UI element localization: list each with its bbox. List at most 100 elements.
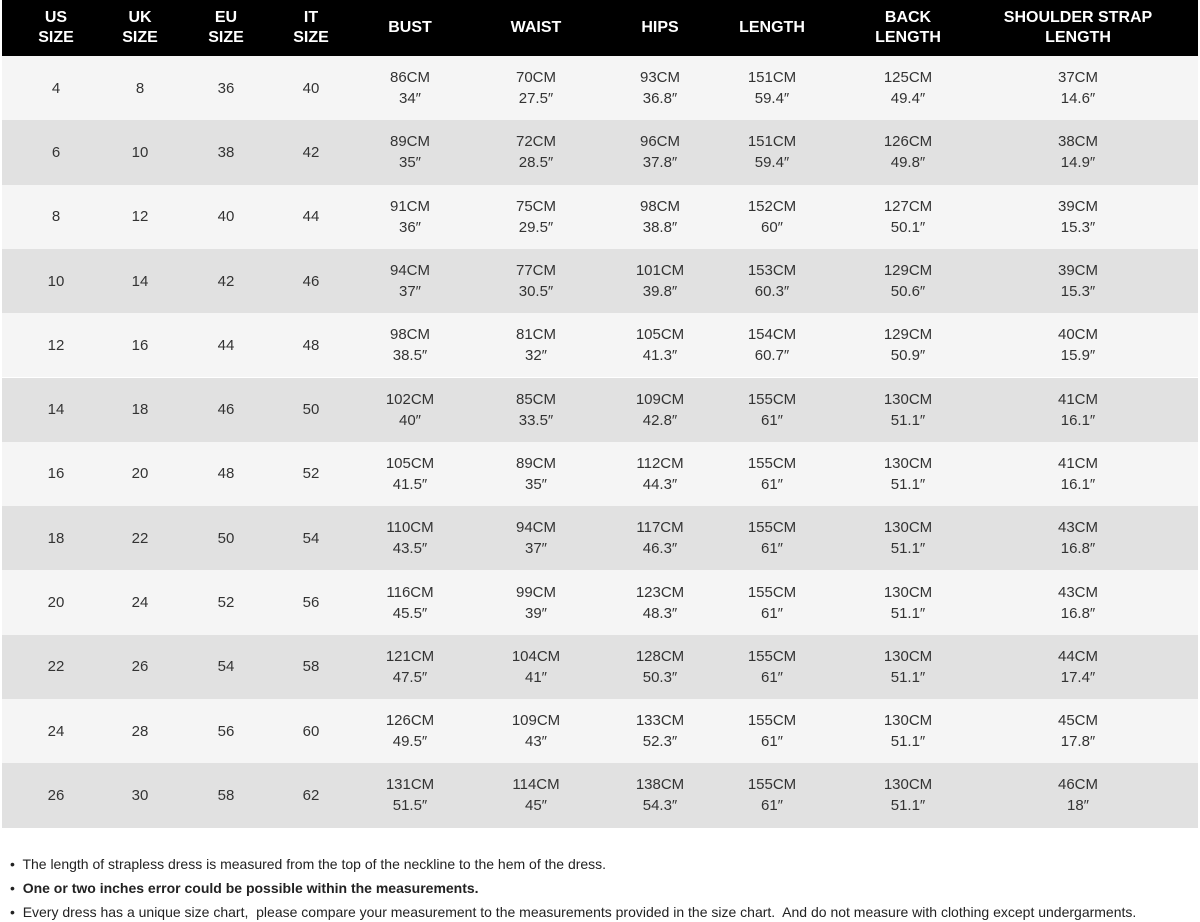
cell-text: 101CM (635, 262, 685, 280)
cell-text: 151CM (747, 133, 797, 151)
table-cell: 37CM 14.6″ (998, 56, 1158, 120)
header-text: HIPS (641, 19, 679, 36)
cell-text: 42 (302, 143, 320, 161)
cell-text: 16 (131, 336, 149, 354)
cell-text: 39CM (1057, 262, 1098, 280)
table-cell: 155CM 61″ (692, 699, 852, 763)
cell-text: 61″ (761, 733, 783, 751)
table-cell: 39CM 15.3″ (998, 185, 1158, 249)
cell-text: 26 (131, 658, 149, 676)
cell-text: 130CM (883, 712, 933, 730)
cell-text: 15.9″ (1060, 347, 1096, 365)
cell-text: 77CM (515, 262, 556, 280)
table-cell: 60 (231, 699, 391, 763)
cell-text: 51.1″ (890, 733, 926, 751)
table-cell: 89CM 35″ (456, 442, 616, 506)
table-cell: 109CM 43″ (456, 699, 616, 763)
cell-text: 41CM (1057, 390, 1098, 408)
cell-text: 52.3″ (642, 733, 678, 751)
table-cell: 44 (146, 313, 306, 377)
cell-text: 48.3″ (642, 604, 678, 622)
cell-text: 130CM (883, 776, 933, 794)
table-cell: 99CM 39″ (456, 570, 616, 634)
table-cell: 48 (231, 313, 391, 377)
table-row: 6 10 38 42 89CM 35″ 72CM 28.5″ 96CM 37.8″ 151CM 59.… (2, 120, 1198, 185)
header-cell: BUST (330, 0, 490, 56)
cell-text: 102CM (385, 390, 435, 408)
table-cell: 101CM 39.8″ (580, 249, 740, 313)
cell-text: 22 (131, 529, 149, 547)
table-cell: 117CM 46.3″ (580, 506, 740, 570)
table-cell: 18 (60, 378, 220, 442)
table-cell: 110CM 43.5″ (330, 506, 490, 570)
cell-text: 16.1″ (1060, 475, 1096, 493)
table-cell: 91CM 36″ (330, 185, 490, 249)
table-cell: 130CM 51.1″ (828, 635, 988, 699)
table-row: 12 16 44 48 98CM 38.5″ 81CM 32″ 105CM 41.3″ 154CM 6… (2, 313, 1198, 378)
table-cell: 98CM 38.8″ (580, 185, 740, 249)
cell-text: 24 (131, 594, 149, 612)
table-cell: 58 (231, 635, 391, 699)
table-cell: 52 (231, 442, 391, 506)
cell-text: 28.5″ (518, 154, 554, 172)
cell-text: 14.6″ (1060, 90, 1096, 108)
cell-text: 61″ (761, 668, 783, 686)
table-cell: 20 (60, 442, 220, 506)
cell-text: 10 (131, 143, 149, 161)
table-cell: 130CM 51.1″ (828, 506, 988, 570)
table-cell: 8 (0, 185, 136, 249)
cell-text: 99CM (515, 583, 556, 601)
cell-text: 131CM (385, 776, 435, 794)
table-row: 10 14 42 46 94CM 37″ 77CM 30.5″ 101CM 39.8″ 153CM 6… (2, 248, 1198, 314)
header-text: LENGTH (1045, 29, 1111, 46)
table-cell: 129CM 50.9″ (828, 313, 988, 377)
header-text: UK (128, 9, 152, 26)
cell-text: 128CM (635, 647, 685, 665)
table-cell: 14 (0, 378, 136, 442)
table-cell: 10 (60, 120, 220, 184)
note-item: • One or two inches error could be possi… (10, 880, 479, 896)
cell-text: 52 (302, 465, 320, 483)
table-cell: 151CM 59.4″ (692, 120, 852, 184)
cell-text: 51.1″ (890, 411, 926, 429)
cell-text: 54 (217, 658, 235, 676)
table-cell: 152CM 60″ (692, 185, 852, 249)
header-text: SIZE (208, 29, 244, 46)
table-cell: 70CM 27.5″ (456, 56, 616, 120)
table-cell: 36 (146, 56, 306, 120)
cell-text: 89CM (389, 133, 430, 151)
header-cell: BACK LENGTH (828, 0, 988, 56)
table-cell: 104CM 41″ (456, 635, 616, 699)
cell-text: 29.5″ (518, 218, 554, 236)
table-cell: 54 (231, 506, 391, 570)
cell-text: 20 (47, 594, 65, 612)
header-text: LENGTH (739, 19, 805, 36)
cell-text: 39″ (525, 604, 547, 622)
table-row: 8 12 40 44 91CM 36″ 75CM 29.5″ 98CM 38.8″ 152CM 60″… (0, 184, 1198, 249)
table-cell: 48 (146, 442, 306, 506)
cell-text: 125CM (883, 69, 933, 87)
table-cell: 41CM 16.1″ (998, 378, 1158, 442)
table-cell: 105CM 41.5″ (330, 442, 490, 506)
cell-text: 154CM (747, 326, 797, 344)
cell-text: 24 (47, 722, 65, 740)
note-item: • Every dress has a unique size chart, p… (10, 904, 1137, 920)
cell-text: 109CM (511, 712, 561, 730)
cell-text: 14.9″ (1060, 154, 1096, 172)
table-cell: 93CM 36.8″ (580, 56, 740, 120)
table-cell: 153CM 60.3″ (692, 249, 852, 313)
header-text: IT (303, 9, 319, 26)
table-cell: 62 (231, 763, 391, 827)
header-cell: US SIZE (0, 0, 136, 56)
table-cell: 75CM 29.5″ (456, 185, 616, 249)
cell-text: 16.8″ (1060, 604, 1096, 622)
table-cell: 14 (60, 249, 220, 313)
table-cell: 4 (0, 56, 136, 120)
table-cell: 116CM 45.5″ (330, 570, 490, 634)
cell-text: 12 (47, 336, 65, 354)
cell-text: 41.5″ (392, 475, 428, 493)
cell-text: 40″ (399, 411, 421, 429)
cell-text: 104CM (511, 647, 561, 665)
table-cell: 102CM 40″ (330, 378, 490, 442)
table-cell: 130CM 51.1″ (828, 570, 988, 634)
